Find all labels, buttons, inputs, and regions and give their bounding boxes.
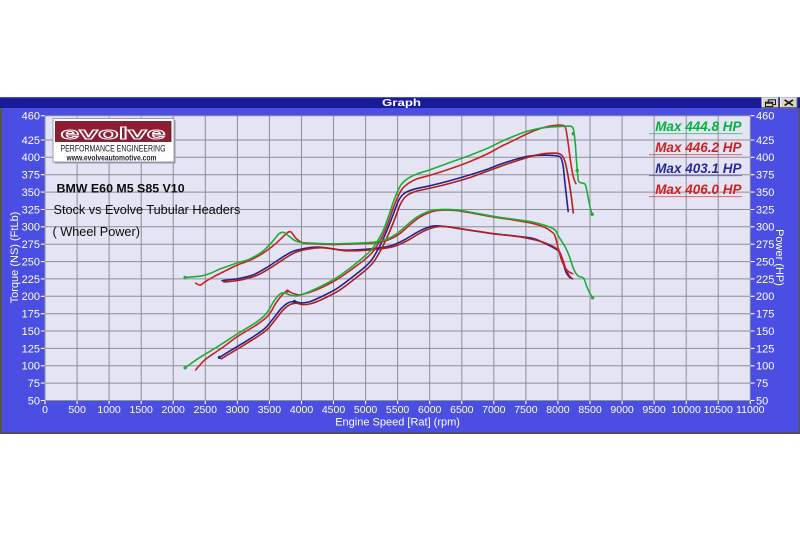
svg-text:5000: 5000 [354,404,378,416]
svg-text:8500: 8500 [578,404,602,416]
svg-text:10500: 10500 [704,404,733,416]
svg-text:275: 275 [22,239,40,251]
svg-text:175: 175 [22,309,40,321]
svg-text:Max 406.0 HP: Max 406.0 HP [655,182,742,197]
svg-text:9000: 9000 [610,404,634,416]
svg-text:Torque (NS) (FtLb): Torque (NS) (FtLb) [9,212,21,304]
svg-text:100: 100 [22,361,40,373]
svg-text:Max 403.1 HP: Max 403.1 HP [655,161,742,176]
svg-text:( Wheel Power): ( Wheel Power) [53,225,140,239]
svg-text:75: 75 [756,378,768,390]
svg-text:400: 400 [756,152,774,164]
svg-text:7500: 7500 [514,404,538,416]
svg-text:6000: 6000 [418,404,442,416]
svg-text:10000: 10000 [672,404,701,416]
svg-text:375: 375 [22,170,40,182]
svg-text:125: 125 [22,343,40,355]
svg-text:375: 375 [756,170,774,182]
svg-text:300: 300 [22,222,40,234]
svg-text:460: 460 [756,111,774,123]
svg-text:Max 446.2 HP: Max 446.2 HP [655,140,742,155]
svg-text:3000: 3000 [226,404,250,416]
svg-text:250: 250 [756,257,774,269]
svg-text:250: 250 [22,257,40,269]
svg-text:325: 325 [756,204,774,216]
svg-text:325: 325 [22,204,40,216]
svg-text:200: 200 [756,291,774,303]
svg-text:225: 225 [22,274,40,286]
svg-text:2500: 2500 [194,404,218,416]
svg-text:1000: 1000 [97,404,121,416]
svg-text:Max 444.8 HP: Max 444.8 HP [655,119,742,134]
svg-text:Power (HP): Power (HP) [773,229,785,286]
svg-text:3500: 3500 [258,404,282,416]
svg-text:PERFORMANCE ENGINEERING: PERFORMANCE ENGINEERING [61,143,166,153]
svg-text:Stock vs Evolve Tubular Header: Stock vs Evolve Tubular Headers [54,203,241,217]
svg-text:evolve: evolve [61,125,166,143]
svg-text:Graph: Graph [382,98,421,109]
svg-text:11000: 11000 [736,404,765,416]
svg-text:2000: 2000 [162,404,186,416]
svg-text:5500: 5500 [386,404,410,416]
svg-text:7000: 7000 [482,404,506,416]
svg-text:200: 200 [22,291,40,303]
svg-text:425: 425 [756,135,774,147]
svg-text:175: 175 [756,309,774,321]
svg-text:150: 150 [756,326,774,338]
svg-text:460: 460 [22,111,40,123]
svg-text:150: 150 [22,326,40,338]
svg-text:425: 425 [22,135,40,147]
svg-text:50: 50 [28,395,40,407]
svg-text:350: 350 [756,187,774,199]
svg-text:4500: 4500 [322,404,346,416]
svg-text:9500: 9500 [642,404,666,416]
svg-text:Engine Speed [Rat] (rpm): Engine Speed [Rat] (rpm) [335,417,460,429]
svg-text:8000: 8000 [546,404,570,416]
svg-text:225: 225 [756,274,774,286]
svg-text:75: 75 [28,378,40,390]
svg-text:BMW E60 M5 S85 V10: BMW E60 M5 S85 V10 [57,182,185,196]
svg-text:4000: 4000 [290,404,314,416]
svg-text:www.evolveautomotive.com: www.evolveautomotive.com [66,154,157,163]
svg-text:100: 100 [756,361,774,373]
svg-text:400: 400 [22,152,40,164]
svg-text:50: 50 [756,395,768,407]
svg-text:275: 275 [756,239,774,251]
svg-text:1500: 1500 [130,404,154,416]
svg-text:0: 0 [42,404,48,416]
svg-text:6500: 6500 [450,404,474,416]
svg-text:500: 500 [68,404,86,416]
svg-text:350: 350 [22,187,40,199]
svg-text:300: 300 [756,222,774,234]
svg-text:125: 125 [756,343,774,355]
